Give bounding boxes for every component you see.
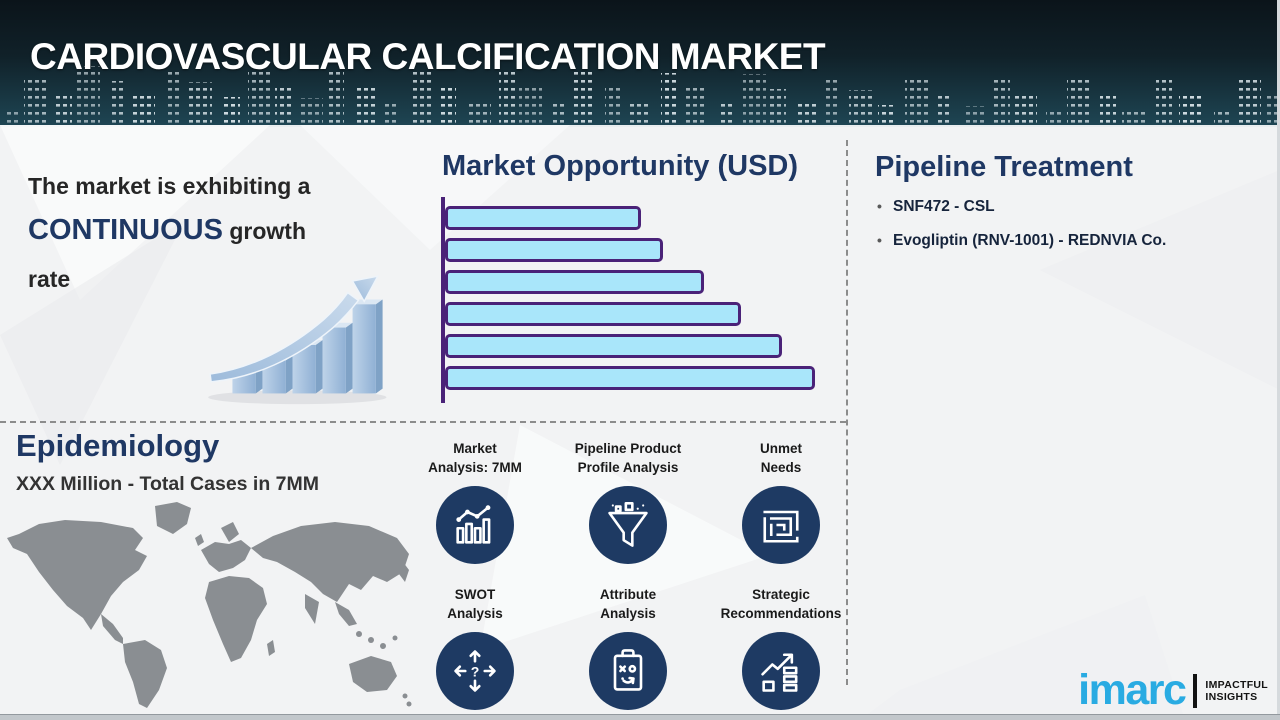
growth-statement-after-highlight: growth [222,218,306,244]
capability-label-line1: Strategic [752,587,810,602]
capability-circle [589,632,667,710]
capability-label-line2: Recommendations [720,605,842,621]
logo-tagline-line1: IMPACTFUL [1205,678,1268,691]
pipeline-treatment-list: SNF472 - CSL Evogliptin (RNV-1001) - RED… [875,198,1265,266]
horizontal-dashed-divider [0,421,846,423]
capability-label-line2: Analysis: 7MM [428,459,522,475]
capability-strategic-recommendations: Strategic Recommendations [714,580,848,710]
capability-circle: ? [436,632,514,710]
capability-pipeline-product-profile: Pipeline Product Profile Analysis [542,434,714,564]
imarc-logo-wordmark: imarc [1078,666,1187,715]
market-opportunity-bar [445,366,815,390]
capability-label-line1: Market [453,441,497,456]
market-opportunity-bar [445,270,704,294]
capability-attribute-analysis: Attribute Analysis [542,580,714,710]
growth-statement-line3: rate [28,266,71,292]
market-opportunity-bar [445,302,741,326]
capability-circle [436,486,514,564]
capability-label: Unmet Needs [760,440,802,478]
capability-label-line2: Profile Analysis [577,459,679,475]
growth-statement-line1: The market is exhibiting a [28,173,311,199]
capability-label: Strategic Recommendations [721,586,842,624]
slide-bottom-edge [0,714,1280,720]
market-opportunity-bar [445,238,664,262]
slide-right-edge [1277,0,1280,720]
world-map [7,502,412,708]
3d-bars [232,299,383,394]
svg-text:?: ? [471,663,480,679]
maze-icon [763,510,799,543]
page-title: CARDIOVASCULAR CALCIFICATION MARKET [30,36,826,77]
bar-chart-trend-icon [456,505,491,544]
growth-statement-highlight: CONTINUOUS [28,214,223,246]
market-opportunity-bar [445,206,642,230]
capability-label-line2: Analysis [600,605,656,621]
market-opportunity-title: Market Opportunity (USD) [441,150,799,182]
epidemiology-subtitle: XXX Million - Total Cases in 7MM [16,473,320,495]
swot-arrows-icon: ? [454,650,496,692]
capability-label: SWOT Analysis [447,586,503,624]
capability-circle [742,632,820,710]
market-opportunity-bars [445,197,815,390]
capability-label: Pipeline Product Profile Analysis [575,440,682,478]
epidemiology-title: Epidemiology [16,428,220,463]
pipeline-item: SNF472 - CSL [875,198,1265,216]
funnel-icon [608,502,648,547]
logo-divider-bar [1193,673,1198,708]
logo-tagline: IMPACTFUL INSIGHTS [1205,679,1268,703]
capability-market-analysis: Market Analysis: 7MM [408,434,542,564]
capability-label-line1: Attribute [599,587,657,602]
capability-label-line2: Analysis [447,605,503,621]
pipeline-treatment-title: Pipeline Treatment [875,151,1133,183]
growth-arrow-chart-icon [761,653,798,692]
imarc-logo: imarc IMPACTFUL INSIGHTS [1078,666,1268,715]
city-skyline-graphic [4,66,1280,125]
growth-statement: The market is exhibiting a CONTINUOUS gr… [28,164,398,301]
capability-label-line1: Unmet [759,441,802,456]
clipboard-strategy-icon [613,649,643,691]
3d-rising-bar-chart-with-arrow-illustration [208,275,387,405]
capability-label: Market Analysis: 7MM [428,440,522,478]
capability-label-line1: Pipeline Product [574,441,682,456]
capability-unmet-needs: Unmet Needs [714,434,848,564]
capabilities-grid: Market Analysis: 7MM Pipeline Product Pr… [408,434,848,710]
capability-circle [742,486,820,564]
pipeline-item: Evogliptin (RNV-1001) - REDNVIA Co. [875,232,1265,250]
capability-swot-analysis: SWOT Analysis ? [408,580,542,710]
market-opportunity-chart [441,197,815,403]
market-opportunity-bar [445,334,782,358]
capability-label-line1: SWOT [454,587,496,602]
rising-arrow [209,275,380,383]
logo-tagline-line2: INSIGHTS [1205,690,1258,703]
capability-label-line2: Needs [760,459,802,475]
capability-circle [589,486,667,564]
skyline-buildings [4,66,1280,125]
vertical-dashed-divider [846,140,848,685]
header: CARDIOVASCULAR CALCIFICATION MARKET [0,0,1280,127]
capability-label: Attribute Analysis [600,586,656,624]
